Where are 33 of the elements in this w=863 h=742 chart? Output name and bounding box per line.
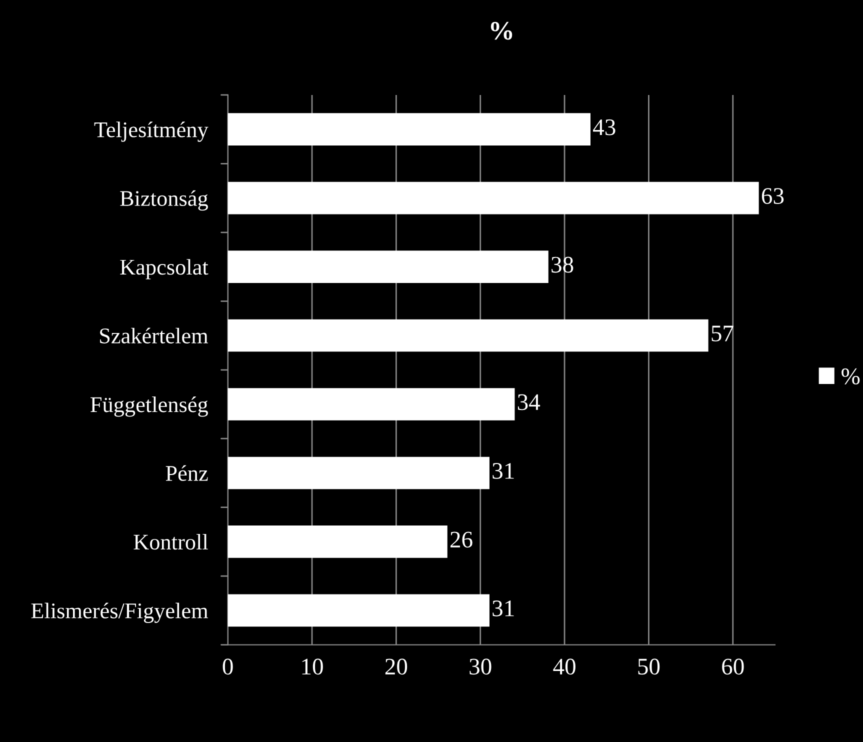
- y-tick-label: Elismerés/Figyelem: [31, 602, 208, 623]
- data-label: 26: [450, 532, 472, 548]
- data-label: 38: [552, 256, 574, 273]
- bar: [228, 319, 708, 352]
- data-label: 34: [518, 394, 540, 410]
- data-label: 63: [762, 188, 784, 204]
- bar: [228, 526, 448, 558]
- bar: [228, 388, 515, 420]
- x-tick-label: 30: [470, 658, 492, 675]
- y-tick-label: Függetlenség: [90, 396, 208, 417]
- chart-title: %: [490, 22, 512, 40]
- y-tick-label: Biztonság: [120, 190, 208, 211]
- y-tick-label: Kontroll: [134, 534, 208, 550]
- y-tick-label: Kapcsolat: [120, 259, 208, 280]
- data-label: 31: [492, 463, 514, 479]
- bar: [228, 113, 590, 146]
- y-tick-label: Teljesítmény: [94, 122, 208, 142]
- y-tick-label: Pénz: [166, 465, 208, 481]
- x-tick-label: 60: [722, 658, 744, 675]
- data-label: 43: [593, 119, 616, 136]
- bar: [228, 182, 759, 214]
- x-tick-label: 50: [638, 658, 660, 675]
- x-tick-label: 40: [553, 658, 576, 675]
- legend-label: %: [842, 368, 860, 384]
- x-tick-label: 20: [385, 658, 408, 675]
- bar: [228, 594, 490, 627]
- x-tick-label: 0: [222, 658, 233, 675]
- data-label: 57: [712, 326, 734, 342]
- bar: [228, 250, 548, 283]
- x-tick-label: 10: [302, 658, 323, 675]
- data-label: 31: [492, 600, 514, 616]
- y-tick-label: Szakértelem: [100, 328, 208, 344]
- bar: [228, 456, 490, 490]
